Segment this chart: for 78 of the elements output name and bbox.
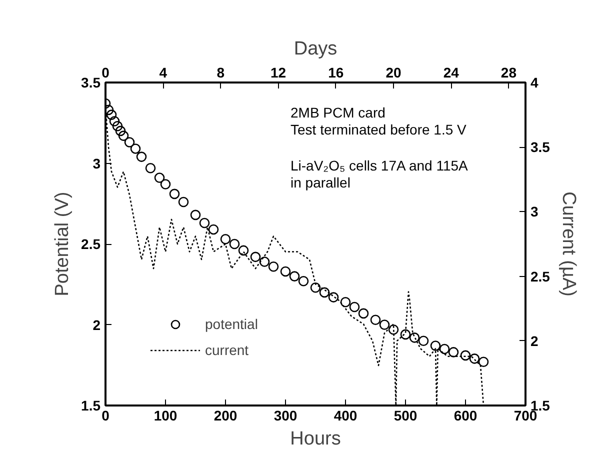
x-tick-label: 100 bbox=[154, 408, 178, 424]
x2-tick-label: 24 bbox=[443, 64, 460, 80]
point bbox=[268, 261, 279, 272]
point bbox=[115, 126, 126, 136]
point bbox=[238, 245, 249, 256]
point bbox=[370, 314, 381, 326]
y2-tick-label: 2 bbox=[530, 332, 538, 349]
x-tick-label: 200 bbox=[214, 408, 238, 424]
point bbox=[448, 347, 459, 358]
x-axis-title: Hours bbox=[290, 428, 341, 450]
y2-axis-title: Current (µA) bbox=[558, 192, 579, 296]
point bbox=[409, 332, 420, 343]
legend-label: current bbox=[205, 342, 249, 358]
point bbox=[349, 302, 360, 312]
legend-label: potential bbox=[205, 316, 258, 332]
point bbox=[250, 252, 261, 262]
point bbox=[289, 271, 300, 282]
point bbox=[118, 130, 129, 141]
point bbox=[220, 234, 231, 244]
point bbox=[388, 324, 399, 335]
y2-tick-label: 4 bbox=[530, 74, 538, 90]
annotation: Li-aV₂O₅ cells 17A and 115A bbox=[290, 158, 469, 174]
point bbox=[130, 144, 141, 154]
point bbox=[418, 336, 429, 346]
x2-tick-label: 4 bbox=[159, 64, 168, 80]
x2-tick-label: 28 bbox=[500, 64, 517, 80]
x2-tick-label: 8 bbox=[216, 64, 225, 80]
point bbox=[400, 329, 411, 340]
y2-tick-label: 2.5 bbox=[530, 268, 550, 284]
point bbox=[439, 344, 450, 354]
y-axis-title: Potential (V) bbox=[52, 192, 74, 296]
point bbox=[154, 172, 165, 183]
x2-tick-label: 20 bbox=[386, 64, 402, 80]
y2-tick-label: 3 bbox=[530, 204, 538, 220]
point bbox=[460, 350, 471, 361]
point bbox=[310, 282, 321, 293]
point bbox=[160, 179, 171, 190]
y-tick-label: 3.5 bbox=[81, 74, 101, 90]
point bbox=[358, 308, 369, 319]
point bbox=[199, 218, 210, 228]
x-tick-label: 600 bbox=[454, 408, 478, 424]
annotation: Test terminated before 1.5 V bbox=[290, 122, 468, 138]
x-tick-label: 300 bbox=[274, 408, 298, 424]
y-tick-label: 2 bbox=[92, 316, 101, 333]
point bbox=[169, 188, 180, 200]
point bbox=[469, 354, 480, 364]
point bbox=[328, 292, 339, 302]
point bbox=[298, 276, 309, 286]
point bbox=[190, 210, 201, 220]
point bbox=[208, 224, 219, 235]
x2-tick-label: 12 bbox=[270, 64, 286, 80]
point bbox=[136, 152, 147, 162]
point bbox=[109, 116, 120, 126]
point bbox=[280, 266, 291, 277]
point bbox=[145, 162, 156, 174]
annotation: 2MB PCM card bbox=[290, 104, 386, 120]
x2-tick-label: 16 bbox=[328, 64, 344, 80]
point bbox=[106, 110, 117, 120]
point bbox=[112, 120, 123, 132]
x2-axis-title: Days bbox=[294, 38, 338, 60]
x-tick-label: 500 bbox=[394, 408, 418, 424]
point bbox=[319, 287, 330, 298]
y-tick-label: 3 bbox=[92, 155, 101, 172]
point bbox=[229, 238, 240, 250]
point bbox=[379, 320, 390, 330]
point bbox=[124, 137, 135, 148]
point bbox=[340, 297, 351, 308]
x-tick-label: 0 bbox=[102, 408, 110, 424]
point bbox=[178, 196, 189, 208]
x2-tick-label: 0 bbox=[102, 64, 110, 80]
point bbox=[430, 340, 441, 351]
point bbox=[259, 256, 270, 267]
y-tick-label: 1.5 bbox=[81, 398, 101, 414]
annotation: in parallel bbox=[290, 174, 350, 190]
point bbox=[478, 356, 489, 368]
y2-tick-label: 3.5 bbox=[530, 139, 550, 156]
x-tick-label: 400 bbox=[334, 408, 358, 424]
y-tick-label: 2.5 bbox=[81, 236, 101, 252]
